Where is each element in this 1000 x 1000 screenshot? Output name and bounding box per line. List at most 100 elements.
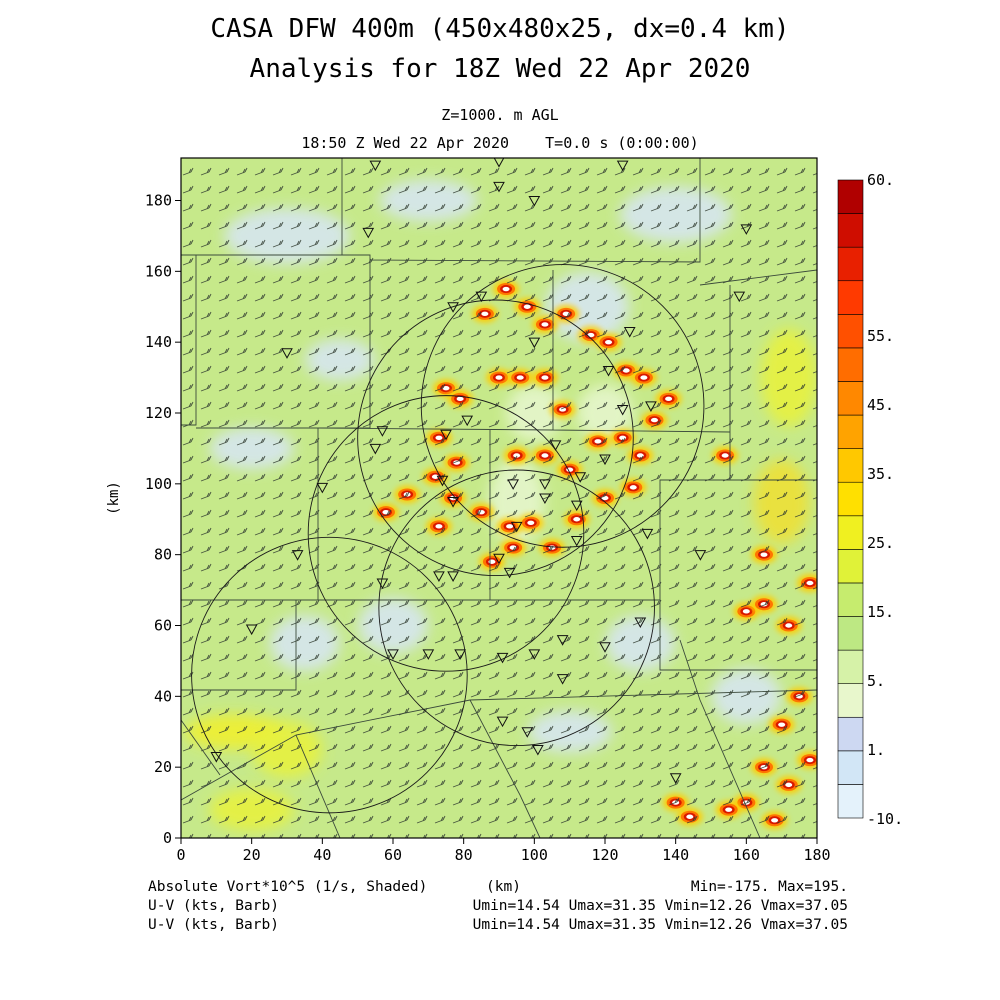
level-label: Z=1000. m AGL: [441, 106, 559, 124]
colorbar-label: 55.: [867, 327, 894, 345]
station-marker: [616, 404, 629, 416]
x-axis-label: (km): [486, 879, 521, 895]
colorbar: -10. 1. 5. 15. 25. 35. 45. 55. 60.: [837, 171, 903, 828]
colorbar-label: 60.: [867, 171, 894, 189]
station-marker: [599, 642, 611, 653]
radar-range-rings: [191, 264, 705, 814]
station-marker: [454, 649, 466, 660]
colorbar-label: 35.: [867, 465, 894, 483]
y-tick-label: 80: [154, 546, 172, 564]
colorbar-swatch: [837, 616, 864, 651]
colorbar-swatch: [837, 784, 864, 819]
station-marker: [528, 337, 541, 349]
station-marker: [369, 160, 382, 172]
station-marker: [556, 635, 569, 646]
station-marker: [496, 652, 509, 664]
colorbar-swatch: [837, 750, 864, 785]
station-marker: [503, 567, 516, 579]
wind-stats-2: Umin=14.54 Umax=31.35 Vmin=12.26 Vmax=37…: [473, 917, 848, 933]
time-label: 18:50 Z Wed 22 Apr 2020 T=0.0 s (0:00:00…: [301, 134, 699, 152]
colorbar-swatch: [837, 280, 864, 315]
colorbar-swatch: [837, 381, 864, 416]
y-tick-label: 60: [154, 617, 172, 635]
station-marker: [556, 674, 569, 685]
station-marker: [740, 224, 753, 235]
x-tick-label: 180: [803, 846, 830, 864]
axes: 0 20 40 60 80 100 120 140 160 180 0 20 40 60 80 100 120 1…: [145, 192, 831, 865]
station-marker: [422, 649, 435, 660]
station-marker: [532, 744, 544, 756]
x-tick-label: 100: [521, 846, 548, 864]
station-marker: [641, 528, 654, 540]
station-marker: [694, 550, 707, 561]
x-tick-label: 80: [455, 846, 473, 864]
x-tick-label: 0: [176, 846, 185, 864]
colorbar-swatch: [837, 515, 864, 550]
colorbar-label: 5.: [867, 672, 885, 690]
y-tick-label: 140: [145, 333, 172, 351]
y-tick-label: 160: [145, 262, 172, 280]
colorbar-swatch: [837, 314, 864, 349]
colorbar-swatch: [837, 549, 864, 584]
station-marker: [493, 158, 505, 168]
station-marker: [669, 773, 682, 784]
station-marker: [376, 578, 389, 590]
colorbar-swatch: [837, 414, 864, 449]
colorbar-swatch: [837, 179, 864, 214]
station-marker: [376, 426, 389, 437]
station-marker: [447, 497, 459, 508]
station-marker: [616, 160, 629, 172]
station-marker: [539, 479, 551, 490]
station-marker: [528, 649, 541, 660]
colorbar-swatch: [837, 683, 864, 718]
station-marker: [362, 227, 375, 239]
wind-stats-1: Umin=14.54 Umax=31.35 Vmin=12.26 Vmax=37…: [473, 898, 848, 914]
range-ring: [378, 469, 655, 747]
y-tick-label: 0: [163, 829, 172, 847]
chart-subtitle: Analysis for 18Z Wed 22 Apr 2020: [249, 54, 751, 84]
colorbar-swatch: [837, 246, 864, 282]
y-tick-label: 40: [154, 687, 172, 705]
station-marker: [436, 475, 449, 487]
colorbar-label: 15.: [867, 603, 894, 621]
colorbar-label: -10.: [867, 810, 903, 828]
x-tick-label: 160: [733, 846, 760, 864]
station-marker: [447, 302, 459, 313]
y-tick-label: 100: [145, 475, 172, 493]
wind-label-1: U-V (kts, Barb): [148, 898, 279, 914]
colorbar-swatch: [837, 649, 864, 684]
station-marker: [245, 624, 258, 636]
station-marker: [440, 429, 452, 441]
station-marker: [493, 181, 505, 193]
field-label: Absolute Vort*10^5 (1/s, Shaded): [148, 879, 427, 895]
x-tick-label: 20: [243, 846, 261, 864]
colorbar-label: 1.: [867, 741, 885, 759]
range-ring: [357, 299, 634, 577]
min-max-label: Min=-175. Max=195.: [691, 879, 848, 895]
colorbar-swatch: [837, 347, 864, 382]
wind-barbs: [181, 158, 817, 838]
y-tick-label: 20: [154, 758, 172, 776]
station-marker: [316, 482, 329, 494]
y-tick-label: 120: [145, 404, 172, 422]
station-marker: [733, 291, 746, 303]
station-marker: [549, 440, 562, 451]
station-marker: [387, 649, 399, 660]
station-marker: [475, 291, 488, 303]
x-tick-label: 140: [662, 846, 689, 864]
station-marker: [291, 550, 304, 561]
station-marker: [496, 716, 509, 728]
station-marker: [493, 553, 505, 565]
wind-label-2: U-V (kts, Barb): [148, 917, 279, 933]
station-marker: [602, 366, 615, 377]
range-ring: [420, 264, 705, 548]
range-ring: [307, 395, 585, 672]
station-marker: [570, 500, 583, 512]
station-marker: [447, 571, 459, 582]
x-tick-label: 40: [313, 846, 331, 864]
station-marker: [281, 348, 293, 359]
station-marker: [461, 415, 474, 427]
station-marker: [539, 493, 551, 505]
station-marker: [510, 521, 523, 533]
